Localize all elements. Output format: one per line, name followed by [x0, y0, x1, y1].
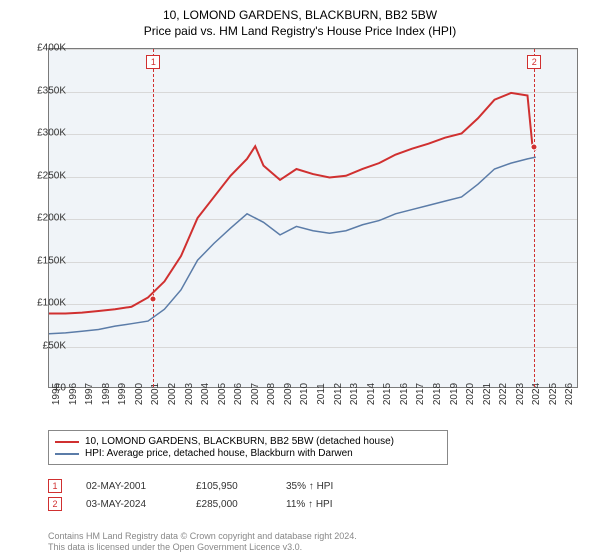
- sale-marker-2: 2: [48, 497, 62, 511]
- footer-line1: Contains HM Land Registry data © Crown c…: [48, 531, 357, 543]
- marker-dot-1: [150, 295, 157, 302]
- marker-box-2: 2: [527, 55, 541, 69]
- legend-swatch-property: [55, 441, 79, 443]
- chart-container: 10, LOMOND GARDENS, BLACKBURN, BB2 5BW P…: [0, 0, 600, 560]
- sale-row: 2 03-MAY-2024 £285,000 11% ↑ HPI: [48, 497, 396, 511]
- title-main: 10, LOMOND GARDENS, BLACKBURN, BB2 5BW: [0, 8, 600, 22]
- sale-diff: 11% ↑ HPI: [286, 499, 396, 510]
- legend: 10, LOMOND GARDENS, BLACKBURN, BB2 5BW (…: [48, 430, 448, 465]
- title-sub: Price paid vs. HM Land Registry's House …: [0, 24, 600, 38]
- legend-row: HPI: Average price, detached house, Blac…: [55, 448, 441, 459]
- legend-row: 10, LOMOND GARDENS, BLACKBURN, BB2 5BW (…: [55, 436, 441, 447]
- sale-row: 1 02-MAY-2001 £105,950 35% ↑ HPI: [48, 479, 396, 493]
- sale-diff: 35% ↑ HPI: [286, 481, 396, 492]
- title-block: 10, LOMOND GARDENS, BLACKBURN, BB2 5BW P…: [0, 0, 600, 38]
- marker-box-1: 1: [146, 55, 160, 69]
- footer: Contains HM Land Registry data © Crown c…: [48, 531, 357, 554]
- sale-marker-1: 1: [48, 479, 62, 493]
- chart-svg: [49, 49, 577, 387]
- sales-table: 1 02-MAY-2001 £105,950 35% ↑ HPI 2 03-MA…: [48, 475, 396, 515]
- legend-swatch-hpi: [55, 453, 79, 455]
- sale-price: £285,000: [196, 499, 286, 510]
- chart-plot-area: 12: [48, 48, 578, 388]
- footer-line2: This data is licensed under the Open Gov…: [48, 542, 357, 554]
- marker-dot-2: [531, 143, 538, 150]
- legend-label-property: 10, LOMOND GARDENS, BLACKBURN, BB2 5BW (…: [85, 436, 394, 447]
- sale-date: 03-MAY-2024: [86, 499, 196, 510]
- legend-label-hpi: HPI: Average price, detached house, Blac…: [85, 448, 353, 459]
- sale-date: 02-MAY-2001: [86, 481, 196, 492]
- series-line-property: [49, 93, 536, 314]
- sale-price: £105,950: [196, 481, 286, 492]
